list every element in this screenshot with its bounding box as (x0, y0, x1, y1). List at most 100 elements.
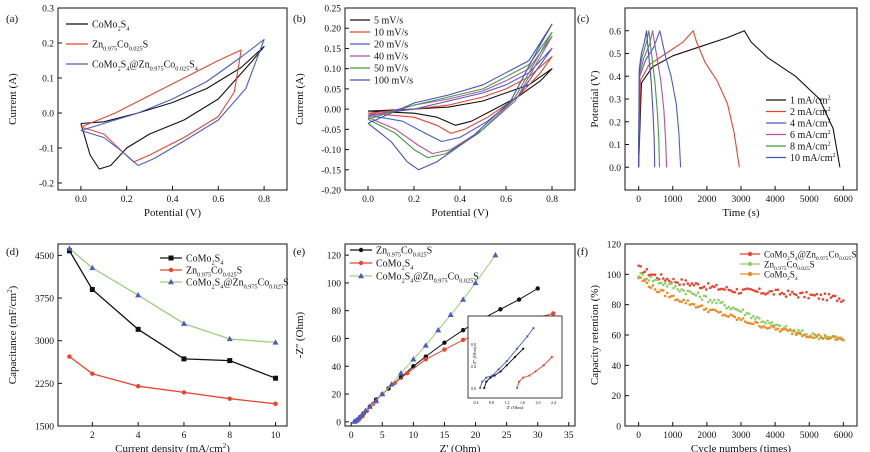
data-point (168, 255, 174, 261)
formula-part: 0.025 (269, 284, 283, 291)
data-point (735, 308, 739, 311)
formula-part: Co (401, 246, 413, 257)
x-tick-label: 2 (90, 431, 95, 441)
inset-point (499, 370, 502, 373)
formula-part: 4 (126, 66, 129, 73)
data-point (823, 333, 827, 337)
data-point (747, 312, 751, 316)
inset-point (542, 364, 545, 367)
formula-part: Co (787, 260, 798, 270)
inset-point (522, 376, 525, 379)
data-point (754, 320, 757, 324)
data-point (770, 321, 774, 324)
formula-part: 4 (795, 276, 798, 282)
data-point (842, 338, 845, 341)
data-point (676, 287, 679, 291)
y-tick-label: 20 (332, 391, 342, 401)
data-point (674, 284, 677, 288)
data-point (135, 383, 141, 389)
data-point (704, 288, 708, 291)
series-line-1 (80, 45, 265, 170)
data-point (743, 287, 747, 291)
y-tick-label: -0.1 (39, 145, 54, 155)
formula-part: 0.025 (797, 266, 810, 272)
panel-5: 0 5 10 15 20 25 30 35 0 20 40 60 80 100 120 Z' (Ohm) -Z'… (293, 243, 576, 452)
legend-label: 8 mA/cm2 (790, 141, 831, 153)
data-point (784, 324, 788, 328)
series-line-3 (367, 47, 553, 143)
panel-label: (a) (6, 13, 19, 25)
data-point (227, 358, 233, 364)
y-tick-label: 0.5 (609, 50, 621, 60)
formula-part: 4 mA/cm (790, 119, 828, 130)
data-point (362, 407, 369, 413)
data-point (794, 293, 798, 297)
data-point (721, 314, 724, 317)
data-point (731, 306, 735, 310)
inset-x-tick-label: 1.6 (520, 400, 525, 405)
data-point (647, 285, 651, 289)
inset-point (481, 380, 484, 383)
y-tick-label: 0.15 (324, 45, 341, 55)
y-axis-label: Current (A) (294, 73, 306, 125)
formula-part: 2 (828, 106, 831, 113)
data-point (735, 287, 739, 291)
formula-part: 2 (828, 118, 831, 125)
data-point (653, 273, 657, 277)
inset-x-tick-label: 2.0 (536, 400, 541, 405)
data-point (704, 307, 708, 310)
x-tick-label: 5 (380, 431, 385, 441)
data-point (181, 390, 187, 395)
formula-part: 2 (402, 278, 405, 285)
data-point (688, 303, 692, 306)
data-point (700, 298, 704, 301)
inset-point (489, 376, 492, 379)
formula-part: 0.975 (244, 284, 258, 291)
data-point (672, 294, 675, 298)
data-point (758, 317, 761, 320)
data-point (711, 285, 714, 288)
data-point (792, 292, 796, 296)
formula-part: Zn (376, 246, 387, 257)
y-tick-label: 120 (607, 241, 622, 251)
x-tick-label: 25 (502, 431, 512, 441)
data-point (666, 291, 669, 295)
y-tick-label: 0.3 (42, 5, 54, 15)
inset-point (479, 386, 482, 390)
data-point (725, 306, 728, 310)
data-point (680, 278, 683, 281)
panel-label: (e) (293, 246, 306, 258)
data-point (811, 336, 814, 340)
data-point (661, 289, 665, 292)
data-point (797, 296, 800, 299)
y-tick-label: 0.10 (324, 65, 341, 75)
data-point (690, 302, 694, 306)
data-point (803, 295, 806, 299)
x-tick-label: 1000 (663, 195, 682, 205)
data-point (835, 338, 839, 342)
data-point (801, 291, 804, 294)
data-point (696, 291, 700, 294)
data-point (729, 313, 733, 316)
data-point (713, 285, 716, 289)
x-tick-label: 0.8 (258, 195, 270, 205)
legend-label: CoMo2S4@Zn0.975Co0.025S4 (92, 60, 198, 73)
data-point (805, 333, 808, 336)
data-point (817, 333, 821, 336)
y-tick-label: 40 (332, 363, 342, 373)
data-point (803, 333, 806, 336)
data-point (702, 308, 706, 311)
legend-label: 10 mV/s (374, 28, 408, 39)
data-point (739, 318, 743, 322)
x-tick-label: 0 (636, 195, 641, 205)
inset-point (505, 360, 508, 363)
x-tick-label: 15 (440, 431, 450, 441)
data-point (684, 301, 688, 305)
data-point (760, 320, 763, 324)
data-point (772, 293, 776, 296)
data-point (89, 287, 95, 292)
data-point (743, 313, 747, 317)
data-point (825, 298, 829, 302)
data-point (733, 315, 737, 319)
formula-part: S (790, 250, 795, 260)
